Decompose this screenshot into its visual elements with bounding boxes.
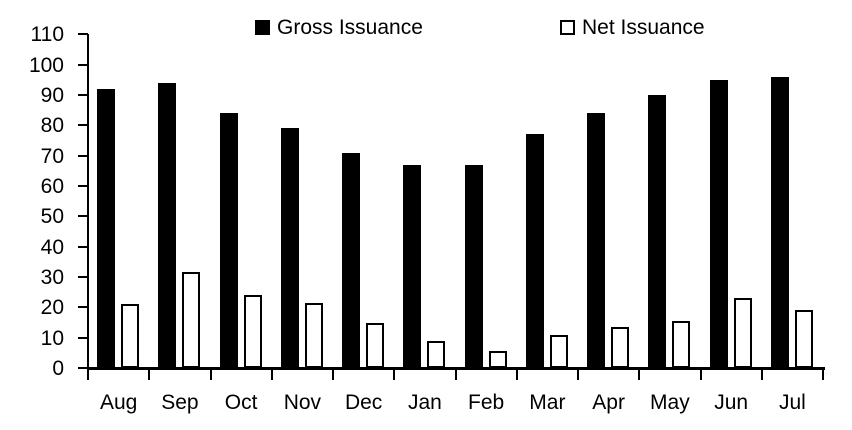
- y-tick-label: 90: [40, 84, 64, 107]
- x-tick: [209, 368, 212, 380]
- y-tick: [78, 94, 88, 96]
- x-tick: [148, 368, 151, 380]
- net-issuance-bar: [427, 340, 446, 368]
- net-issuance-bar: [304, 302, 323, 368]
- x-category-label: Sep: [161, 391, 199, 414]
- x-tick: [699, 368, 702, 380]
- x-tick: [87, 368, 89, 380]
- net-issuance-bar: [243, 295, 262, 368]
- gross-issuance-bar: [280, 128, 299, 368]
- gross-issuance-bar: [648, 95, 667, 368]
- gross-issuance-bar: [219, 113, 238, 368]
- x-category-label: Feb: [468, 391, 505, 414]
- gross-issuance-bar: [770, 76, 789, 368]
- net-issuance-bar: [733, 298, 752, 368]
- x-category-label: Nov: [283, 391, 322, 414]
- x-tick: [393, 368, 396, 380]
- y-tick: [78, 185, 88, 187]
- x-category-label: Jan: [407, 391, 442, 414]
- gross-issuance-bar: [403, 164, 422, 368]
- y-tick: [78, 367, 88, 369]
- net-issuance-bar: [794, 310, 813, 368]
- y-tick-label: 40: [40, 235, 64, 259]
- net-issuance-bar: [366, 322, 384, 368]
- y-tick-label: 50: [40, 205, 64, 229]
- net-issuance-bar: [672, 320, 691, 368]
- y-tick: [78, 33, 88, 36]
- net-issuance-bar: [488, 351, 507, 368]
- x-tick: [454, 368, 457, 380]
- legend-item-net-issuance: Net Issuance: [560, 17, 705, 38]
- gross-issuance-bar: [97, 88, 115, 368]
- x-tick: [332, 368, 334, 380]
- legend-item-gross-issuance: Gross Issuance: [255, 17, 423, 38]
- y-tick-label: 70: [40, 144, 64, 168]
- net-issuance-swatch-icon: [560, 20, 575, 35]
- x-category-label: Jun: [714, 391, 749, 414]
- y-tick: [78, 154, 88, 157]
- x-tick: [822, 368, 824, 380]
- y-tick-label: 10: [40, 326, 64, 350]
- x-category-label: Aug: [99, 391, 138, 414]
- y-tick-label: 30: [40, 266, 64, 289]
- gross-issuance-bar: [709, 79, 728, 368]
- x-tick: [270, 368, 273, 380]
- y-tick: [78, 336, 88, 339]
- x-category-label: Apr: [592, 391, 625, 414]
- x-category-label: Oct: [224, 391, 258, 414]
- gross-issuance-bar: [158, 82, 177, 368]
- y-tick: [78, 276, 88, 278]
- y-tick-label: 110: [30, 23, 64, 47]
- x-tick: [515, 368, 518, 380]
- x-category-label: Jul: [778, 391, 806, 414]
- y-tick-label: 80: [40, 114, 64, 138]
- y-tick: [78, 124, 88, 127]
- gross-issuance-bar: [525, 134, 544, 368]
- legend-label-gross-issuance: Gross Issuance: [277, 16, 423, 39]
- y-tick: [78, 63, 88, 66]
- y-axis-line: [87, 34, 89, 368]
- y-tick-label: 60: [40, 175, 64, 198]
- x-category-label: May: [650, 391, 690, 414]
- net-issuance-bar: [121, 304, 139, 368]
- y-tick-label: 0: [52, 357, 64, 380]
- gross-issuance-bar: [464, 164, 483, 368]
- net-issuance-bar: [549, 334, 568, 368]
- y-tick: [78, 306, 88, 309]
- y-tick-label: 100: [28, 53, 64, 77]
- legend-label-net-issuance: Net Issuance: [582, 16, 705, 39]
- x-category-label: Dec: [344, 391, 383, 414]
- y-tick-label: 20: [40, 296, 64, 320]
- gross-issuance-swatch-icon: [255, 20, 270, 35]
- gross-issuance-bar: [342, 152, 360, 368]
- x-category-label: Mar: [529, 391, 566, 414]
- gross-issuance-bar: [587, 113, 605, 368]
- x-tick: [577, 368, 579, 380]
- x-tick: [638, 368, 641, 380]
- net-issuance-bar: [611, 327, 629, 368]
- x-tick: [760, 368, 763, 380]
- y-tick: [78, 245, 88, 248]
- net-issuance-bar: [182, 272, 201, 368]
- y-tick: [78, 215, 88, 218]
